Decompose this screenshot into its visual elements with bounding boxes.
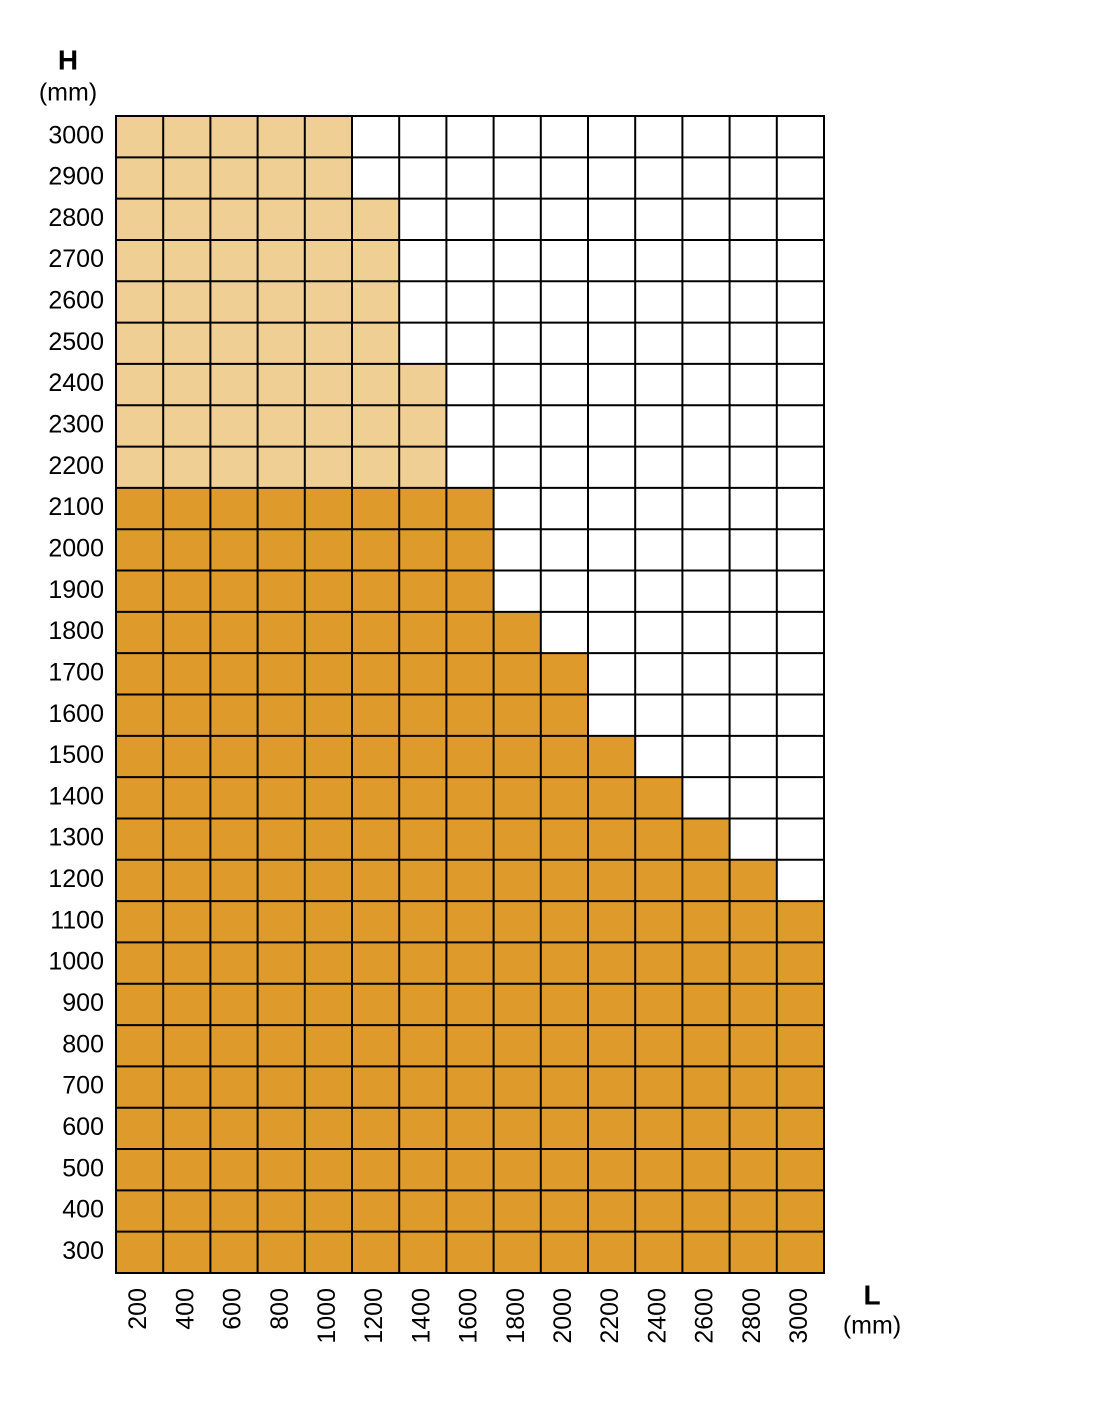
- y-tick-label: 300: [62, 1237, 104, 1265]
- cell-block: [257, 487, 305, 1274]
- y-tick-label: 2200: [48, 452, 104, 480]
- cell-block: [399, 487, 447, 1274]
- cell-block: [446, 487, 494, 1274]
- y-tick-label: 900: [62, 989, 104, 1017]
- x-tick-label: 1800: [502, 1288, 530, 1344]
- x-tick-label: 2000: [549, 1288, 577, 1344]
- y-tick-label: 2600: [48, 287, 104, 315]
- cell-block: [352, 487, 400, 1274]
- y-tick-label: 800: [62, 1030, 104, 1058]
- y-tick-label: 1400: [48, 782, 104, 810]
- x-tick-label: 2600: [691, 1288, 719, 1344]
- y-tick-label: 2400: [48, 369, 104, 397]
- x-tick-label: 1200: [360, 1288, 388, 1344]
- y-tick-label: 700: [62, 1072, 104, 1100]
- y-tick-label: 2500: [48, 328, 104, 356]
- y-axis-label: H: [58, 44, 78, 75]
- x-tick-label: 1000: [313, 1288, 341, 1344]
- cell-block: [776, 901, 824, 1273]
- x-axis-label: L: [863, 1279, 880, 1310]
- y-tick-label: 1000: [48, 948, 104, 976]
- cell-block: [540, 653, 588, 1273]
- cell-block: [588, 735, 636, 1273]
- y-tick-label: 2100: [48, 493, 104, 521]
- x-tick-label: 1400: [407, 1288, 435, 1344]
- y-tick-label: 1100: [50, 906, 104, 934]
- cell-block: [304, 487, 352, 1274]
- y-tick-label: 1200: [48, 865, 104, 893]
- y-tick-label: 1500: [48, 741, 104, 769]
- x-axis-unit: (mm): [843, 1312, 901, 1340]
- y-tick-label: 1900: [48, 576, 104, 604]
- y-tick-label: 1800: [48, 617, 104, 645]
- y-tick-label: 3000: [48, 121, 104, 149]
- x-tick-label: 2200: [596, 1288, 624, 1344]
- x-tick-label: 1600: [455, 1288, 483, 1344]
- y-tick-label: 2900: [48, 163, 104, 191]
- cell-block: [682, 818, 730, 1273]
- x-tick-label: 600: [219, 1288, 247, 1330]
- y-tick-label: 2300: [48, 411, 104, 439]
- y-tick-label: 2800: [48, 204, 104, 232]
- y-tick-label: 500: [62, 1154, 104, 1182]
- x-tick-label: 2400: [643, 1288, 671, 1344]
- y-tick-label: 1600: [48, 700, 104, 728]
- x-tick-label: 800: [266, 1288, 294, 1330]
- y-axis-unit: (mm): [39, 79, 97, 107]
- x-tick-label: 400: [171, 1288, 199, 1330]
- x-tick-label: 200: [124, 1288, 152, 1330]
- y-tick-label: 2700: [48, 245, 104, 273]
- cell-block: [210, 487, 258, 1274]
- x-tick-label: 2800: [738, 1288, 766, 1344]
- y-tick-label: 2000: [48, 534, 104, 562]
- x-tick-label: 3000: [785, 1288, 813, 1344]
- cell-block: [163, 487, 211, 1274]
- y-tick-label: 600: [62, 1113, 104, 1141]
- cell-block: [116, 487, 164, 1274]
- y-tick-label: 1300: [48, 824, 104, 852]
- y-tick-label: 400: [62, 1196, 104, 1224]
- grid-frame: [115, 115, 825, 1274]
- y-tick-label: 1700: [48, 658, 104, 686]
